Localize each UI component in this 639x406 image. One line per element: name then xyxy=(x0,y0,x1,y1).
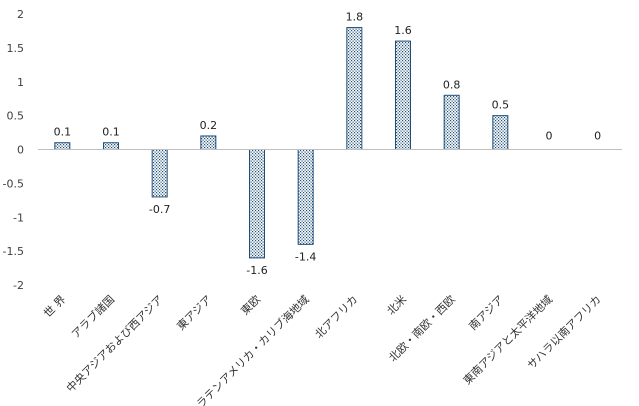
y-tick-label: 0.5 xyxy=(7,110,25,123)
category-label: 世 界 xyxy=(41,293,68,320)
category-label: 東欧 xyxy=(238,293,263,318)
bar xyxy=(297,149,314,245)
y-tick-label: -1.5 xyxy=(3,245,24,258)
data-label: 1.6 xyxy=(394,24,412,37)
bar xyxy=(103,142,119,151)
bar xyxy=(492,115,509,150)
y-tick-label: -0.5 xyxy=(3,177,24,190)
category-label: 東南アジアと太平洋地域 xyxy=(460,292,555,387)
bar xyxy=(395,40,411,150)
y-tick-label: 1 xyxy=(17,76,24,89)
data-label: 0.8 xyxy=(443,78,461,91)
category-label: 北米 xyxy=(384,293,409,318)
bar xyxy=(346,27,363,150)
category-label: 中央アジアおよび西アジア xyxy=(64,293,166,395)
data-label: 0.2 xyxy=(200,119,218,132)
data-label: 0.1 xyxy=(102,126,120,139)
category-label: アラブ諸国 xyxy=(68,292,117,341)
category-label: 南アジア xyxy=(466,293,506,333)
bar xyxy=(249,149,265,259)
y-tick-label: -1 xyxy=(13,211,24,224)
category-label: 東アジア xyxy=(174,293,214,333)
data-label: 0.5 xyxy=(492,99,510,112)
bars-group xyxy=(54,27,509,259)
bar xyxy=(54,142,71,151)
y-tick-label: 2 xyxy=(17,8,24,21)
bar xyxy=(200,135,217,150)
data-label: 0 xyxy=(546,130,553,143)
y-tick-label: 0 xyxy=(17,144,24,157)
category-labels-group: 世 界アラブ諸国中央アジアおよび西アジア 東アジア 東欧ラテンアメリカ・カリブ海地域… xyxy=(41,292,604,406)
y-tick-label: -2 xyxy=(13,279,24,292)
data-label: 1.8 xyxy=(346,11,364,24)
y-tick-label: 1.5 xyxy=(7,42,25,55)
data-labels-group: 0.1 0.1 -0.7 0.2 -1.6 -1.4 1.8 1.6 0.8 0.5 0 0 xyxy=(54,11,602,277)
data-label: 0.1 xyxy=(54,126,72,139)
bar xyxy=(443,94,460,151)
category-label: 北アフリカ xyxy=(312,293,360,341)
data-label: -1.4 xyxy=(295,250,316,263)
data-label: 0 xyxy=(594,130,601,143)
data-label: -0.7 xyxy=(149,203,170,216)
data-label: -1.6 xyxy=(246,264,267,277)
y-axis-tick-labels: 2 1.5 1 0.5 0 -0.5 -1 -1.5 -2 xyxy=(3,8,24,292)
bar xyxy=(151,149,168,198)
